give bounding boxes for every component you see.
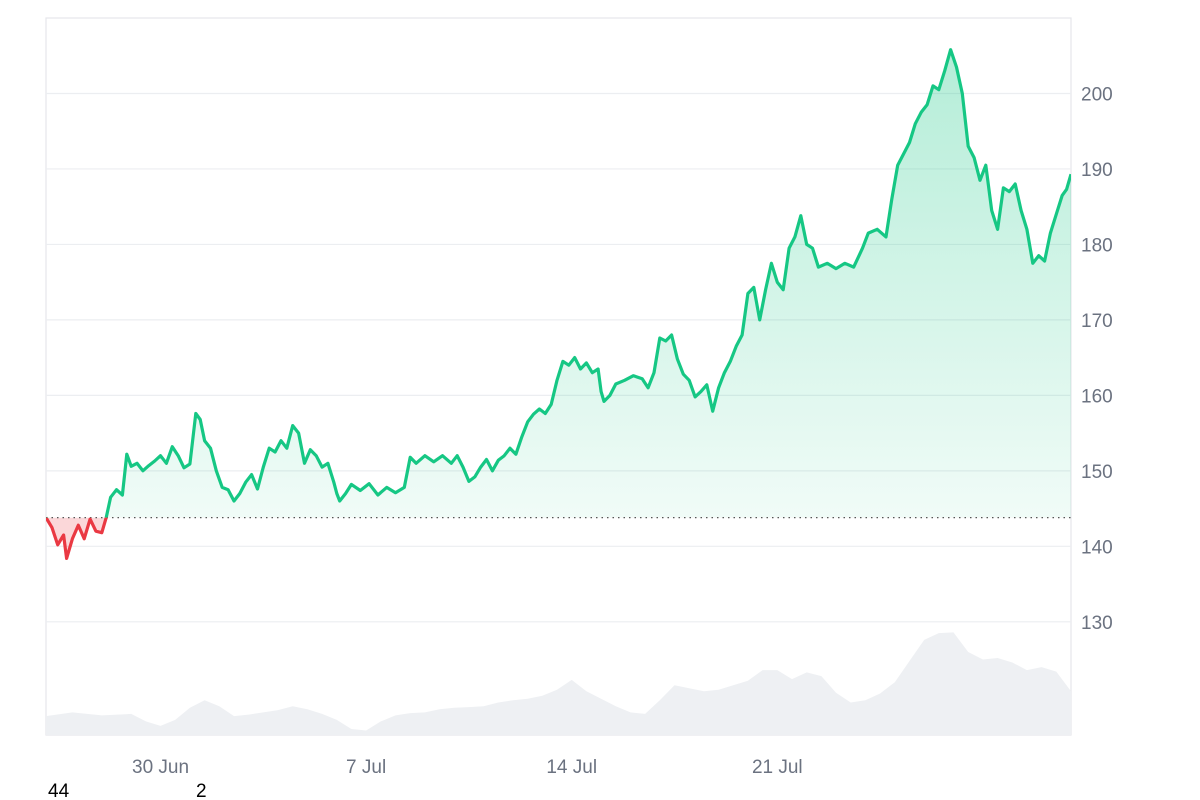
x-tick-label: 14 Jul — [546, 757, 597, 778]
y-tick-label: 190 — [1081, 160, 1113, 181]
y-tick-label: 160 — [1081, 386, 1113, 407]
y-tick-label: 140 — [1081, 537, 1113, 558]
y-tick-label: 170 — [1081, 311, 1113, 332]
volume-area — [46, 632, 1071, 735]
volume-fill — [46, 632, 1071, 735]
y-tick-label: 180 — [1081, 235, 1113, 256]
price-line — [46, 48, 1071, 560]
x-tick-label: 30 Jun — [132, 757, 189, 778]
x-tick-label: 21 Jul — [752, 757, 803, 778]
y-tick-label: 150 — [1081, 462, 1113, 483]
x-tick-label: 7 Jul — [346, 757, 386, 778]
footer-left-number: 44 — [48, 781, 70, 800]
footer-right-number: 2 — [196, 781, 207, 800]
price-area — [46, 49, 1071, 559]
x-axis: 30 Jun 7 Jul 14 Jul 21 Jul — [132, 757, 803, 778]
y-tick-label: 200 — [1081, 84, 1113, 105]
price-line-up — [46, 48, 1071, 518]
price-area-up — [46, 49, 1071, 518]
price-area-down — [46, 517, 107, 559]
y-tick-label: 130 — [1081, 613, 1113, 634]
y-axis: 130 140 150 160 170 180 190 200 — [1081, 84, 1113, 633]
